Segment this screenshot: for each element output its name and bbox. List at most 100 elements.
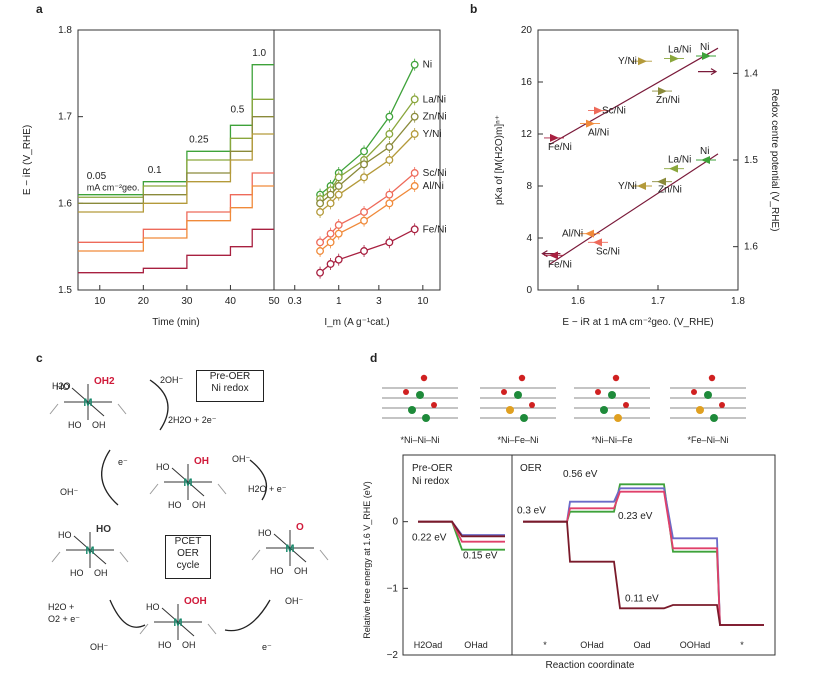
metal-center: M bbox=[173, 617, 182, 629]
ligand-label: HO bbox=[258, 528, 272, 538]
oxygen-atom bbox=[691, 389, 697, 395]
cycle-arrow-label-2: e⁻ bbox=[118, 457, 128, 467]
data-point bbox=[410, 169, 419, 177]
redox-label-y-ni: Y/Ni bbox=[618, 181, 637, 192]
pka-label-al-ni: Al/Ni bbox=[588, 128, 609, 139]
series-label-y-ni: Y/Ni bbox=[423, 129, 442, 140]
panel-d-pre-xtick: OHad bbox=[464, 640, 488, 650]
structure-1: *Ni–Fe–Ni bbox=[480, 374, 556, 445]
panel-d-section-pre-line2: Ni redox bbox=[412, 476, 449, 487]
complex-tail bbox=[217, 483, 227, 495]
cycle-arrow-label-4: OH⁻ bbox=[232, 454, 251, 464]
cycle-arrow-label-1: 2H2O + 2e⁻ bbox=[168, 415, 217, 425]
annotation-03: 0.3 eV bbox=[517, 506, 546, 517]
panel-d-oer-xtick: * bbox=[543, 640, 547, 650]
oer-line-3 bbox=[523, 520, 764, 626]
redox-marker-zn-ni bbox=[657, 177, 666, 186]
data-point bbox=[385, 190, 394, 199]
cycle-arrow-label-0: 2OH⁻ bbox=[160, 375, 184, 385]
arrow-pre-oer bbox=[149, 379, 169, 431]
ligand-label: HO bbox=[146, 602, 160, 612]
water-ligand: H2O bbox=[52, 381, 71, 391]
panel-b-xtick-label: 1.8 bbox=[731, 296, 745, 307]
ligand-label: HO bbox=[158, 640, 172, 650]
complex-tail bbox=[49, 403, 59, 415]
complex-bond-d bbox=[171, 467, 205, 497]
ligand-label: OH bbox=[182, 640, 196, 650]
pre-oer-box-line2: Ni redox bbox=[211, 383, 249, 394]
redox-label-ni: Ni bbox=[700, 146, 709, 157]
data-point bbox=[410, 182, 419, 190]
data-point bbox=[385, 238, 394, 247]
structure-3: *Fe–Ni–Ni bbox=[670, 374, 746, 445]
panel-a2-xtick-label: 1 bbox=[336, 296, 342, 307]
panel-a-ytick-label: 1.7 bbox=[58, 112, 72, 123]
pcet-box-line1: PCET bbox=[174, 536, 202, 547]
panel-label-b: b bbox=[470, 2, 477, 16]
data-point bbox=[360, 208, 368, 216]
ligand-label: OH bbox=[294, 566, 308, 576]
panel-a-xtick-label: 20 bbox=[138, 296, 150, 307]
metal-atom bbox=[696, 406, 704, 414]
panel-d-pre-xtick: H2Oad bbox=[414, 640, 443, 650]
panel-a-xlabel-current: I_m (A g⁻¹cat.) bbox=[324, 317, 389, 328]
metal-atom bbox=[416, 391, 424, 399]
arrow-bottom-left bbox=[109, 599, 146, 628]
complex-tail bbox=[51, 551, 61, 563]
metal-center: M bbox=[183, 477, 192, 489]
data-point bbox=[410, 95, 419, 104]
pka-label-la-ni: La/Ni bbox=[668, 45, 691, 56]
panel-a2-xtick-label: 0.3 bbox=[288, 296, 302, 307]
data-point bbox=[360, 147, 368, 156]
structure-label-2: *Ni–Ni–Fe bbox=[591, 435, 632, 445]
pcet-box-line3: cycle bbox=[176, 560, 200, 571]
data-point bbox=[385, 156, 394, 164]
oxygen-atom bbox=[518, 374, 526, 382]
panel-b-ytick-right-label: 1.6 bbox=[744, 242, 758, 253]
data-point bbox=[360, 216, 368, 225]
data-point bbox=[334, 182, 343, 190]
panel-b-xtick-label: 1.6 bbox=[571, 296, 585, 307]
apical-group: OH bbox=[194, 456, 209, 467]
pka-marker-ni bbox=[702, 52, 711, 60]
data-point bbox=[360, 160, 368, 169]
step-label-unit: mA cm⁻²geo. bbox=[87, 182, 140, 192]
pre-oer-line-3 bbox=[418, 520, 505, 538]
arrow-oh-bottom-right bbox=[224, 599, 271, 632]
oxygen-atom bbox=[529, 402, 535, 408]
oxygen-atom bbox=[708, 374, 716, 382]
metal-complex: M HO HO OH O bbox=[251, 522, 329, 576]
oxygen-atom bbox=[595, 389, 601, 395]
pka-marker-zn-ni bbox=[658, 87, 667, 96]
redox-label-la-ni: La/Ni bbox=[668, 155, 691, 166]
panel-d-ytick-label: −2 bbox=[387, 650, 399, 661]
complex-tail bbox=[207, 623, 217, 635]
redox-marker-fe-ni bbox=[549, 251, 558, 260]
arrow-e-left bbox=[101, 449, 119, 506]
pka-marker-al-ni bbox=[586, 119, 595, 128]
data-point bbox=[360, 247, 368, 255]
panel-b-xtick-label: 1.7 bbox=[651, 296, 665, 307]
panel-a-xtick-label: 10 bbox=[94, 296, 106, 307]
structures-row: *Ni–Ni–Ni *Ni–Fe–Ni *Ni–Ni–Fe *Fe–Ni–Ni bbox=[382, 374, 746, 445]
redox-marker-sc-ni bbox=[593, 238, 602, 247]
complex-tail bbox=[117, 403, 127, 415]
data-point bbox=[334, 255, 343, 264]
pre-oer-box-line1: Pre-OER bbox=[209, 371, 251, 382]
panel-label-c: c bbox=[36, 351, 43, 365]
panel-b-ytick-left-label: 8 bbox=[526, 181, 532, 192]
ligand-label: OH bbox=[192, 500, 206, 510]
panel-a-frame bbox=[77, 29, 441, 291]
data-point bbox=[334, 173, 343, 182]
ligand-label: HO bbox=[156, 462, 170, 472]
panel-d-section-pre-line1: Pre-OER bbox=[412, 463, 453, 474]
right-axis-arrow bbox=[698, 68, 718, 76]
metal-atom bbox=[506, 406, 514, 414]
panel-b-ytick-right-label: 1.4 bbox=[744, 68, 758, 79]
panel-b-ytick-right-label: 1.5 bbox=[744, 155, 758, 166]
data-point bbox=[385, 199, 394, 208]
cycle-arrow-label-10: OH⁻ bbox=[90, 642, 109, 652]
panel-label-a: a bbox=[36, 2, 43, 16]
